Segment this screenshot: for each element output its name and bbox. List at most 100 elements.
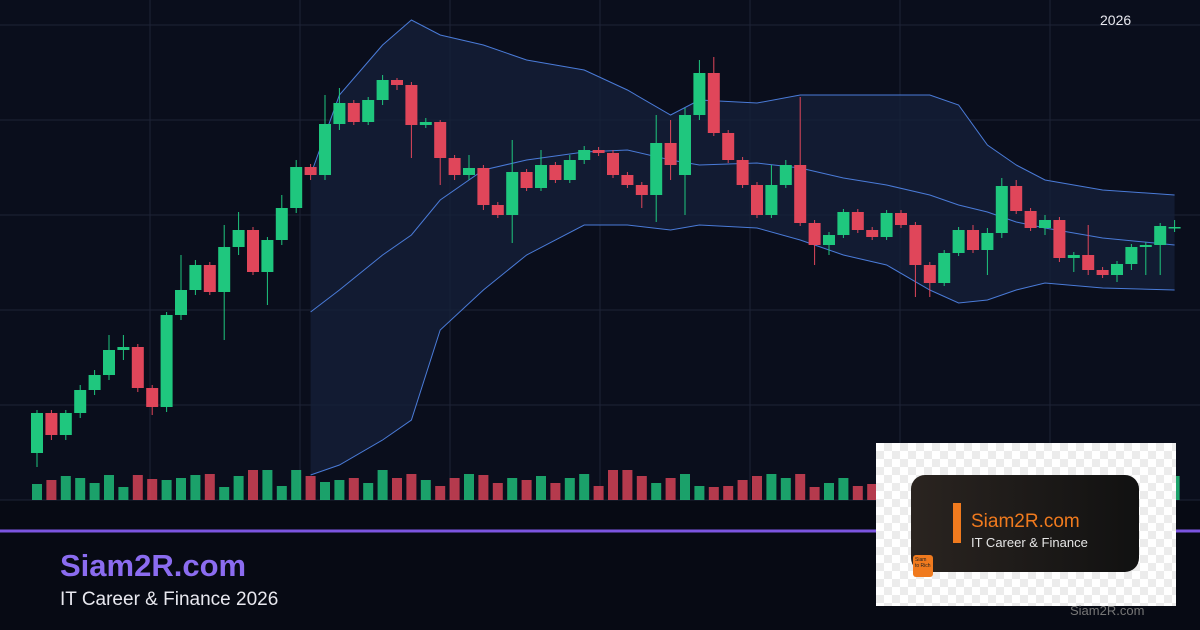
- volume-bar: [363, 483, 374, 500]
- candle-body: [203, 265, 216, 292]
- candle-body: [1111, 264, 1123, 275]
- candle-body: [189, 265, 202, 290]
- candle-body: [1154, 226, 1167, 245]
- candle-body: [1139, 245, 1152, 247]
- volume-bar: [60, 476, 71, 500]
- candle-body: [1168, 227, 1181, 229]
- badge-text: Siam: [915, 557, 927, 563]
- volume-bar: [608, 470, 618, 500]
- volume-bar: [348, 478, 359, 500]
- volume-bar: [161, 480, 172, 500]
- candle-body: [304, 167, 317, 175]
- volume-bar: [147, 479, 158, 500]
- volume-bar: [32, 484, 42, 500]
- candle-body: [779, 165, 792, 185]
- candle-body: [923, 265, 936, 283]
- footer-brand: Siam2R.com: [60, 548, 247, 583]
- volume-bar: [291, 470, 302, 500]
- candle-body: [1125, 247, 1138, 264]
- candle-body: [563, 160, 576, 180]
- badge-text: to Rich: [915, 563, 931, 569]
- candle-body: [981, 233, 994, 250]
- candle-body: [491, 205, 504, 215]
- logo-tagline: IT Career & Finance: [971, 535, 1088, 550]
- candle-body: [1024, 211, 1037, 228]
- volume-bar: [795, 474, 806, 500]
- logo-badge: Siam to Rich: [913, 555, 933, 577]
- candle-body: [477, 168, 490, 205]
- candle-body: [1010, 186, 1023, 211]
- volume-bar: [392, 478, 402, 500]
- volume-bar: [276, 486, 287, 500]
- volume-bar: [104, 475, 114, 500]
- candle-body: [261, 240, 274, 272]
- candle-body: [275, 208, 288, 240]
- candle-body: [952, 230, 965, 253]
- candle-body: [664, 143, 677, 165]
- candle-body: [765, 185, 778, 215]
- band-line: [310, 19, 1175, 196]
- candle-body: [592, 150, 605, 153]
- volume-bar: [852, 486, 863, 500]
- candle-body: [851, 212, 864, 230]
- candle-body: [131, 347, 144, 388]
- footer-tagline: IT Career & Finance 2026: [60, 589, 279, 610]
- volume-bar: [420, 480, 431, 500]
- volume-bar: [867, 484, 878, 500]
- volume-bar: [550, 483, 561, 500]
- candle-body: [909, 225, 922, 265]
- candle-body: [463, 168, 475, 175]
- candle-body: [506, 172, 519, 215]
- volume-bar: [492, 483, 503, 500]
- candle-body: [794, 165, 807, 223]
- candle-body: [679, 115, 691, 175]
- volume-bar: [219, 487, 230, 500]
- candle-body: [419, 122, 432, 125]
- candle-body: [232, 230, 245, 247]
- volume-bar: [89, 483, 100, 500]
- volume-bar: [248, 470, 258, 500]
- candle-body: [578, 150, 591, 160]
- candle-body: [376, 80, 389, 100]
- candle-body: [88, 375, 101, 390]
- band-line: [310, 224, 1175, 476]
- candle-body: [967, 230, 979, 250]
- volume-bar: [262, 470, 273, 500]
- candle-body: [880, 213, 893, 237]
- volume-bar: [75, 478, 86, 500]
- volume-bar: [622, 470, 633, 500]
- volume-bar: [377, 470, 388, 500]
- volume-bar: [780, 478, 791, 500]
- candle-body: [347, 103, 360, 122]
- candle-body: [45, 413, 58, 435]
- candle-body: [607, 153, 619, 175]
- candle-body: [391, 80, 403, 85]
- candle-body: [59, 413, 72, 435]
- logo-card: Siam2R.com IT Career & Finance Siam to Ri…: [911, 475, 1139, 577]
- volume-bar: [651, 483, 662, 500]
- candle-body: [549, 165, 562, 180]
- volume-bar: [334, 480, 345, 500]
- candle-body: [290, 167, 303, 208]
- candle-body: [693, 73, 706, 115]
- volume-bar: [809, 487, 820, 500]
- candle-body: [333, 103, 346, 124]
- year-label: 2026: [1100, 12, 1132, 28]
- candle-body: [722, 133, 735, 160]
- candle-body: [74, 390, 87, 413]
- candle-body: [736, 160, 749, 185]
- candle-body: [938, 253, 951, 283]
- logo: Siam2R.com IT Career & Finance Siam to Ri…: [876, 443, 1176, 606]
- candle-body: [707, 73, 720, 133]
- candle-body: [1082, 255, 1095, 270]
- candle-body: [146, 388, 159, 407]
- volume-bar: [320, 482, 330, 500]
- candle-body: [1096, 270, 1109, 275]
- candle-body: [160, 315, 173, 407]
- logo-bar: [953, 503, 961, 543]
- candle-body: [319, 124, 331, 175]
- watermark: Siam2R.com: [1070, 603, 1145, 618]
- candle-body: [448, 158, 461, 175]
